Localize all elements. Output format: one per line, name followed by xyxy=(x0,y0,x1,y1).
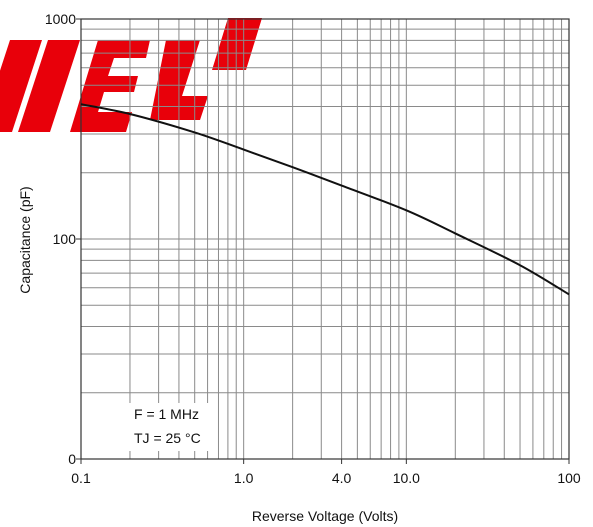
x-tick-label: 10.0 xyxy=(393,470,420,486)
x-tick-labels: 0.1 1.0 4.0 10.0 100 xyxy=(71,470,581,486)
x-tick-label: 1.0 xyxy=(234,470,254,486)
y-tick-labels: 0 100 1000 xyxy=(45,11,76,467)
temperature-annotation: TJ = 25 °C xyxy=(134,430,201,446)
y-tick-label: 0 xyxy=(68,451,76,467)
series-layer xyxy=(80,103,570,296)
watermark-shape xyxy=(70,40,150,132)
x-tick-label: 0.1 xyxy=(71,470,91,486)
watermark-shape xyxy=(18,40,80,132)
conditions-annotation: F = 1 MHz TJ = 25 °C xyxy=(110,403,212,451)
x-axis-title: Reverse Voltage (Volts) xyxy=(252,508,398,524)
frequency-annotation: F = 1 MHz xyxy=(134,406,199,422)
watermark-shape xyxy=(212,18,262,70)
y-tick-label: 100 xyxy=(53,231,77,247)
grid xyxy=(81,19,569,459)
y-axis-title: Capacitance (pF) xyxy=(17,186,33,293)
x-tick-label: 100 xyxy=(557,470,581,486)
capacitance-curve xyxy=(80,103,570,296)
x-tick-label: 4.0 xyxy=(332,470,352,486)
axes xyxy=(76,18,570,464)
watermark-shape xyxy=(0,40,42,132)
annotation-background xyxy=(110,403,212,451)
y-tick-label: 1000 xyxy=(45,11,76,27)
